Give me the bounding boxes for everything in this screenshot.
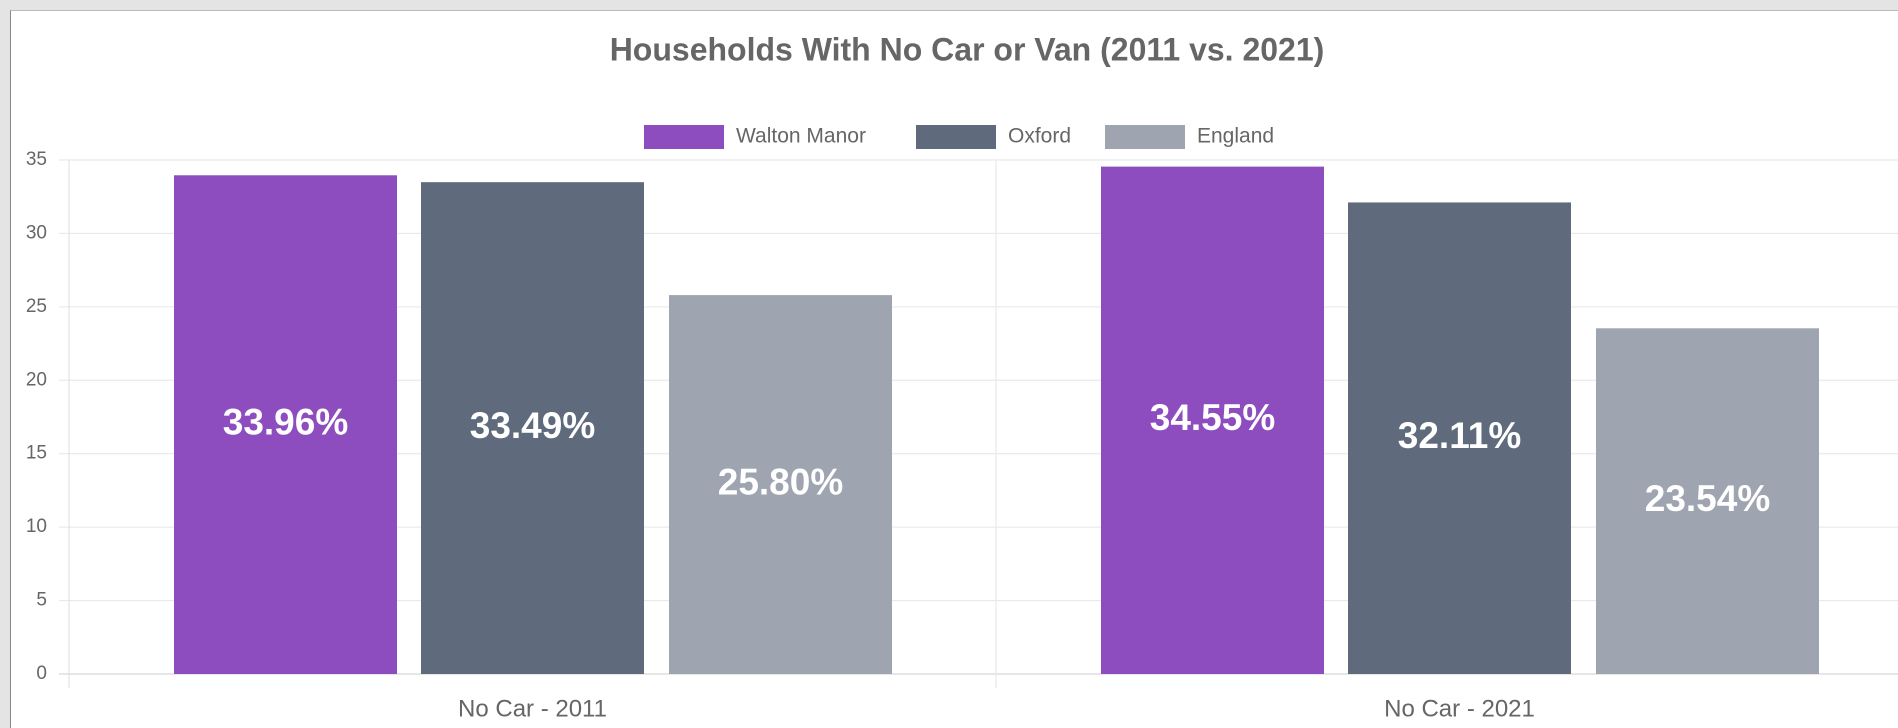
chart-title: Households With No Car or Van (2011 vs. … xyxy=(610,31,1325,67)
chart: Households With No Car or Van (2011 vs. … xyxy=(26,31,1898,722)
y-tick-label: 35 xyxy=(26,149,47,170)
y-tick-label: 15 xyxy=(26,443,47,464)
bar xyxy=(1596,328,1819,674)
value-label: 34.55% xyxy=(1150,397,1276,438)
y-tick-label: 10 xyxy=(26,516,47,537)
value-label: 33.96% xyxy=(223,401,349,442)
bar xyxy=(174,175,397,675)
bar xyxy=(669,295,892,674)
x-tick-label: No Car - 2011 xyxy=(458,695,607,722)
legend-swatch xyxy=(1105,125,1185,149)
legend-label: Oxford xyxy=(1008,125,1071,148)
y-tick-label: 0 xyxy=(36,663,47,684)
x-tick-label: No Car - 2021 xyxy=(1384,695,1535,722)
chart-panel: Households With No Car or Van (2011 vs. … xyxy=(10,10,1898,728)
bar xyxy=(421,182,644,675)
bar xyxy=(1101,166,1324,674)
value-label: 23.54% xyxy=(1645,478,1771,519)
y-tick-label: 20 xyxy=(26,369,47,390)
y-tick-label: 25 xyxy=(26,296,47,317)
value-label: 32.11% xyxy=(1398,415,1521,456)
legend-swatch xyxy=(916,125,996,149)
legend-label: Walton Manor xyxy=(736,125,866,148)
value-label: 25.80% xyxy=(718,461,844,502)
y-tick-label: 30 xyxy=(26,222,47,243)
y-tick-label: 5 xyxy=(36,590,47,611)
legend-label: England xyxy=(1197,125,1274,148)
bar xyxy=(1348,202,1571,674)
value-label: 33.49% xyxy=(470,405,596,446)
legend-swatch xyxy=(644,125,724,149)
